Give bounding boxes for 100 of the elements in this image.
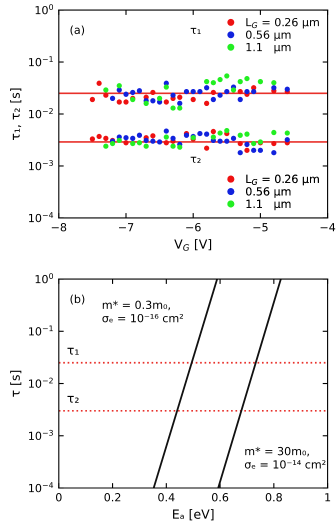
point [258, 148, 263, 153]
point [110, 96, 116, 101]
legend-label: L$_{G}$ = 0.26 µm [246, 18, 319, 28]
point [123, 135, 129, 140]
point [204, 100, 210, 106]
point [130, 90, 136, 96]
y-axis-title: τ₁, τ₂ [s] [10, 88, 22, 140]
x-tick-label: 0.4 [158, 493, 175, 502]
point [271, 85, 276, 90]
y-tick-label: 10$^{−3}$ [29, 160, 53, 170]
point [136, 88, 142, 94]
point [238, 88, 243, 94]
point [123, 99, 129, 105]
point [157, 139, 162, 145]
point [204, 146, 210, 151]
point [210, 80, 216, 86]
annotation: (a) [70, 25, 84, 36]
x-tick-label: 0.6 [212, 493, 228, 502]
point [177, 94, 182, 100]
point [204, 85, 210, 90]
legend-label: L$_{G}$ = 0.26 µm [246, 174, 319, 186]
y-tick-label: 10$^{0}$ [36, 273, 54, 284]
point [197, 88, 203, 94]
point [244, 142, 250, 148]
point [204, 132, 210, 137]
y-tick-label: 10$^{−1}$ [29, 326, 53, 336]
point [230, 136, 236, 141]
point [150, 133, 156, 138]
x-tick-label: −4 [320, 223, 336, 232]
point [251, 148, 256, 153]
point [144, 138, 149, 144]
annotation: m* = 30m₀, σₑ = 10⁻¹⁴ cm² [244, 446, 326, 469]
point [238, 79, 243, 84]
point [103, 87, 108, 93]
point [110, 140, 116, 146]
point [116, 83, 122, 88]
point [170, 105, 176, 111]
y-tick-label: 10$^{−3}$ [29, 430, 53, 440]
legend-label: 0.56 µm [246, 30, 290, 42]
point [144, 100, 149, 106]
point [164, 134, 169, 140]
point [238, 96, 243, 102]
point [157, 96, 162, 101]
point [150, 98, 156, 104]
y-tick-label: 10$^{0}$ [36, 4, 54, 14]
point [210, 90, 216, 96]
x-tick-label: 0.2 [104, 493, 120, 502]
point [271, 80, 276, 86]
point [96, 80, 102, 86]
point [197, 130, 203, 136]
point [184, 88, 190, 94]
y-tick-label: 10$^{−4}$ [29, 482, 54, 492]
point [217, 130, 223, 136]
point [177, 144, 182, 150]
point [238, 140, 243, 146]
ref-line-label: τ₂ [67, 396, 79, 403]
point [136, 140, 142, 146]
point [224, 128, 230, 134]
point [170, 136, 176, 141]
x-tick-label: −5 [253, 223, 268, 232]
annotation: (b) [70, 294, 84, 304]
y-tick-label: 10$^{−2}$ [29, 378, 53, 388]
point [103, 136, 108, 141]
point [204, 79, 210, 84]
point [90, 96, 95, 102]
point [230, 87, 236, 93]
x-tick-label: −8 [52, 223, 66, 232]
ref-line-label: τ₁ [67, 348, 79, 355]
point [258, 79, 263, 84]
x-axis-title: Eₐ [eV] [173, 509, 214, 520]
x-tick-label: −7 [118, 223, 134, 232]
annotation: m* = 0.3m₀, σₑ = 10⁻¹⁶ cm² [102, 300, 183, 322]
point [224, 88, 230, 94]
point [210, 96, 216, 102]
point [244, 148, 250, 153]
y-axis-title: τ [s] [10, 370, 22, 397]
point [116, 99, 122, 105]
point [217, 76, 223, 82]
point [123, 140, 129, 146]
point [130, 140, 136, 146]
point [251, 88, 256, 94]
annotation: τ₂ [190, 156, 201, 163]
point [284, 86, 290, 92]
point [164, 140, 169, 146]
x-axis-title: V$_{G}$ [V] [174, 239, 212, 251]
legend-label: 1.1 µm [246, 200, 290, 210]
x-tick-label: −6 [186, 223, 201, 232]
x-tick-label: 0.8 [266, 493, 282, 502]
point [103, 144, 108, 149]
legend-label: 0.56 µm [246, 187, 290, 198]
y-tick-label: 10$^{−2}$ [29, 108, 53, 118]
point [271, 130, 276, 136]
point [238, 150, 243, 156]
point [164, 128, 169, 134]
point [164, 99, 169, 105]
point [244, 132, 250, 137]
point [284, 130, 290, 136]
legend-label: 1.1 µm [246, 43, 290, 54]
point [103, 92, 108, 98]
y-tick-label: 10$^{−1}$ [29, 56, 53, 66]
